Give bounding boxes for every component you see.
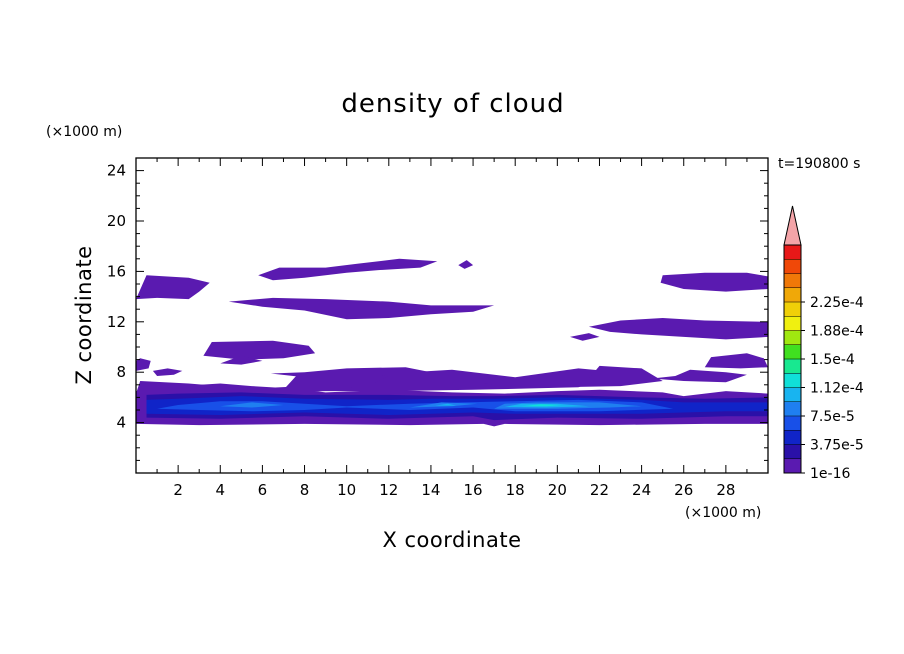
colorbar-band-9: [784, 330, 801, 346]
colorbar-band-11: [784, 302, 801, 317]
x-axis-title: X coordinate: [382, 528, 521, 552]
y-tick-label: 4: [116, 414, 126, 432]
y-unit-label: (×1000 m): [46, 124, 122, 140]
contour-region-17: [570, 333, 600, 341]
colorbar-band-15: [784, 245, 801, 260]
y-tick-label: 20: [107, 212, 126, 230]
y-tick-label: 12: [107, 313, 126, 331]
x-tick-label: 12: [379, 481, 398, 499]
y-tick-label: 16: [107, 262, 126, 280]
x-tick-label: 28: [716, 481, 735, 499]
plot-frame: [135, 157, 769, 474]
contour-regions: [136, 258, 768, 427]
colorbar-band-0: [784, 458, 801, 474]
contour-region-15: [660, 272, 768, 292]
contour-region-4: [136, 358, 151, 371]
x-tick-label: 4: [215, 481, 225, 499]
chart-title: density of cloud: [341, 89, 564, 119]
contour-region-6: [652, 369, 747, 383]
time-label: t=190800 s: [778, 156, 860, 172]
colorbar-label: 2.25e-4: [810, 295, 864, 311]
contour-region-18: [220, 355, 263, 365]
contour-region-8: [152, 368, 183, 376]
x-unit-label: (×1000 m): [685, 505, 761, 521]
x-tick-label: 14: [421, 481, 440, 499]
colorbar-label: 1.12e-4: [810, 381, 864, 397]
colorbar-band-5: [784, 387, 801, 403]
colorbar-band-6: [784, 373, 801, 388]
y-axis-title: Z coordinate: [72, 245, 96, 384]
contour-region-3: [136, 381, 221, 394]
colorbar-band-12: [784, 287, 801, 303]
x-tick-label: 8: [300, 481, 310, 499]
colorbar-label: 7.5e-5: [810, 409, 855, 425]
y-tick-label: 24: [107, 162, 126, 180]
contour-region-14: [458, 260, 474, 269]
contour-region-13: [258, 258, 438, 281]
x-tick-label: 10: [337, 481, 356, 499]
colorbar-band-13: [784, 273, 801, 289]
colorbar: 1e-16 3.75e-5 7.5e-5 1.12e-4 1.5e-4 1.88e-4 2.…: [783, 205, 864, 482]
colorbar-label: 1.88e-4: [810, 324, 864, 340]
x-tick-label: 18: [506, 481, 525, 499]
colorbar-band-3: [784, 416, 801, 431]
colorbar-band-8: [784, 344, 801, 360]
colorbar-band-14: [784, 259, 801, 274]
colorbar-band-2: [784, 430, 801, 445]
contour-region-7: [704, 353, 768, 369]
colorbar-band-4: [784, 401, 801, 417]
colorbar-label: 1.5e-4: [810, 352, 855, 368]
x-tick-label: 26: [674, 481, 693, 499]
contour-region-5: [483, 365, 663, 388]
colorbar-band-7: [784, 359, 801, 374]
x-tick-label: 22: [590, 481, 609, 499]
x-tick-label: 6: [258, 481, 268, 499]
colorbar-over-arrow: [783, 205, 802, 246]
contour-region-12: [228, 297, 495, 320]
contour-region-11: [136, 275, 210, 300]
x-tick-label: 24: [632, 481, 651, 499]
colorbar-label: 3.75e-5: [810, 438, 864, 454]
contour-region-27: [521, 404, 562, 407]
contour-region-10: [203, 340, 316, 360]
contour-region-16: [588, 318, 768, 340]
x-tick-label: 20: [548, 481, 567, 499]
x-tick-label: 16: [464, 481, 483, 499]
contour-region-9: [270, 367, 431, 378]
colorbar-band-1: [784, 444, 801, 460]
colorbar-band-10: [784, 316, 801, 331]
y-tick-label: 8: [116, 363, 126, 381]
contour-region-26: [435, 403, 457, 406]
contour-region-22: [220, 402, 284, 408]
x-tick-label: 2: [173, 481, 183, 499]
colorbar-label: 1e-16: [810, 466, 850, 482]
